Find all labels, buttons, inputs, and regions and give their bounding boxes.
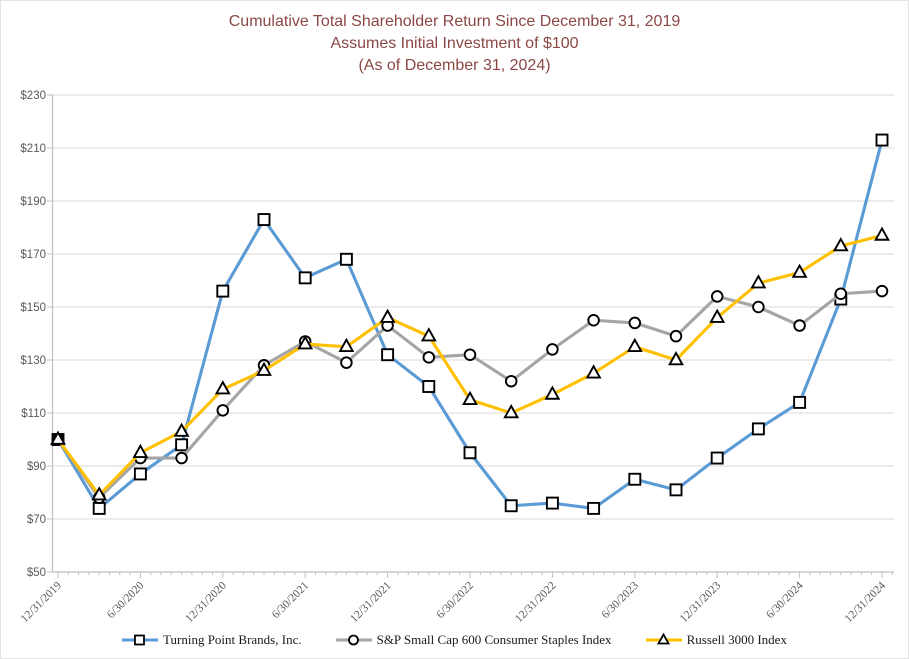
y-axis-label: $190 xyxy=(20,196,46,208)
data-point-circle-marker xyxy=(422,351,436,364)
x-axis-label: 12/31/2021 xyxy=(348,579,394,625)
data-point-circle-marker xyxy=(834,287,848,301)
data-point-circle-marker xyxy=(793,319,806,332)
data-point-square-marker xyxy=(587,501,601,515)
x-axis-label: 12/31/2019 xyxy=(19,579,65,625)
data-point-square-marker xyxy=(339,252,353,266)
y-axis-label: $150 xyxy=(20,302,46,314)
chart-title-line2: Assumes Initial Investment of $100 xyxy=(330,35,579,52)
data-point-triangle-marker xyxy=(626,337,643,352)
y-axis-label: $110 xyxy=(21,408,46,420)
legend-item-turning-point-brands: Turning Point Brands, Inc. xyxy=(122,632,302,648)
y-axis-label: $170 xyxy=(20,249,46,261)
data-point-triangle-marker xyxy=(297,335,314,350)
data-point-circle-marker xyxy=(546,343,559,356)
data-point-circle-marker xyxy=(216,404,230,417)
data-point-triangle-marker xyxy=(832,237,849,252)
x-axis-label: 12/31/2020 xyxy=(183,579,229,625)
data-point-circle-marker xyxy=(340,356,353,369)
x-axis-label: 12/31/2022 xyxy=(513,579,559,625)
line-square-marker-icon xyxy=(122,633,159,647)
chart-title-line3: (As of December 31, 2024) xyxy=(358,57,551,74)
data-point-triangle-marker xyxy=(338,337,355,352)
data-point-square-marker xyxy=(133,467,147,481)
data-point-square-marker xyxy=(463,446,477,460)
data-point-triangle-marker xyxy=(791,263,808,278)
data-point-square-marker xyxy=(875,133,889,147)
data-point-triangle-marker xyxy=(91,486,108,501)
data-point-square-marker xyxy=(751,422,765,436)
data-point-triangle-marker xyxy=(750,274,767,289)
data-point-square-marker xyxy=(669,483,683,497)
legend-label: Russell 3000 Index xyxy=(686,632,787,647)
data-point-triangle-marker xyxy=(214,380,231,395)
data-point-triangle-marker xyxy=(132,443,149,458)
data-point-square-marker xyxy=(381,348,395,362)
data-point-circle-marker xyxy=(628,316,642,330)
data-point-triangle-marker xyxy=(462,390,478,405)
data-point-circle-marker xyxy=(875,284,889,298)
y-axis-label: $130 xyxy=(20,355,46,367)
data-point-square-marker xyxy=(92,501,106,515)
data-point-circle-marker xyxy=(587,314,600,327)
data-point-square-marker xyxy=(175,438,189,452)
data-point-circle-marker xyxy=(463,348,477,361)
y-axis-label: $210 xyxy=(20,143,46,155)
data-point-triangle-marker xyxy=(709,308,726,323)
chart-title-line1: Cumulative Total Shareholder Return Sinc… xyxy=(228,13,681,30)
legend-item-russell-3000: Russell 3000 Index xyxy=(645,632,787,648)
data-point-triangle-marker xyxy=(256,361,272,376)
data-point-circle-marker xyxy=(504,374,518,388)
data-point-square-marker xyxy=(793,395,807,409)
x-axis-label: 6/30/2020 xyxy=(105,579,147,621)
data-point-triangle-marker xyxy=(173,422,190,437)
x-axis-label: 12/31/2024 xyxy=(843,579,889,625)
data-point-triangle-marker xyxy=(544,385,561,400)
data-point-square-marker xyxy=(216,284,230,298)
legend-item-sp-small-cap-600: S&P Small Cap 600 Consumer Staples Index xyxy=(335,632,612,648)
legend-label: S&P Small Cap 600 Consumer Staples Index xyxy=(376,632,612,647)
chart-title: Cumulative Total Shareholder Return Sinc… xyxy=(1,11,908,77)
data-point-square-marker xyxy=(422,380,436,393)
x-axis-label: 12/31/2023 xyxy=(678,579,724,625)
y-axis-label: $70 xyxy=(27,514,46,526)
data-point-circle-marker xyxy=(752,300,765,314)
data-point-triangle-marker xyxy=(420,327,437,342)
data-point-triangle-marker xyxy=(668,351,684,366)
x-axis-label: 6/30/2023 xyxy=(599,579,641,621)
data-point-circle-marker xyxy=(669,329,683,343)
y-axis-label: $90 xyxy=(27,461,46,473)
data-point-triangle-marker xyxy=(379,308,396,323)
x-axis-label: 6/30/2024 xyxy=(764,579,806,621)
x-axis-label: 6/30/2022 xyxy=(435,579,477,621)
data-point-square-marker xyxy=(298,271,312,285)
data-point-triangle-marker xyxy=(50,430,66,445)
y-axis-label: $50 xyxy=(27,567,46,579)
y-axis-label: $230 xyxy=(20,90,46,102)
line-circle-marker-icon xyxy=(335,633,372,647)
legend-label: Turning Point Brands, Inc. xyxy=(163,632,302,647)
data-point-square-marker xyxy=(710,451,724,465)
data-point-square-marker xyxy=(545,496,559,510)
data-point-triangle-marker xyxy=(503,404,520,419)
data-point-square-marker xyxy=(257,213,271,227)
chart-legend: Turning Point Brands, Inc. S&P Small Cap… xyxy=(1,632,908,648)
data-point-square-marker xyxy=(628,472,642,486)
data-point-triangle-marker xyxy=(585,364,602,379)
line-triangle-marker-icon xyxy=(645,632,682,647)
data-point-circle-marker xyxy=(175,451,188,465)
x-axis-label: 6/30/2021 xyxy=(270,579,312,621)
data-point-square-marker xyxy=(504,499,518,513)
data-point-triangle-marker xyxy=(874,226,890,241)
data-point-circle-marker xyxy=(710,290,724,303)
